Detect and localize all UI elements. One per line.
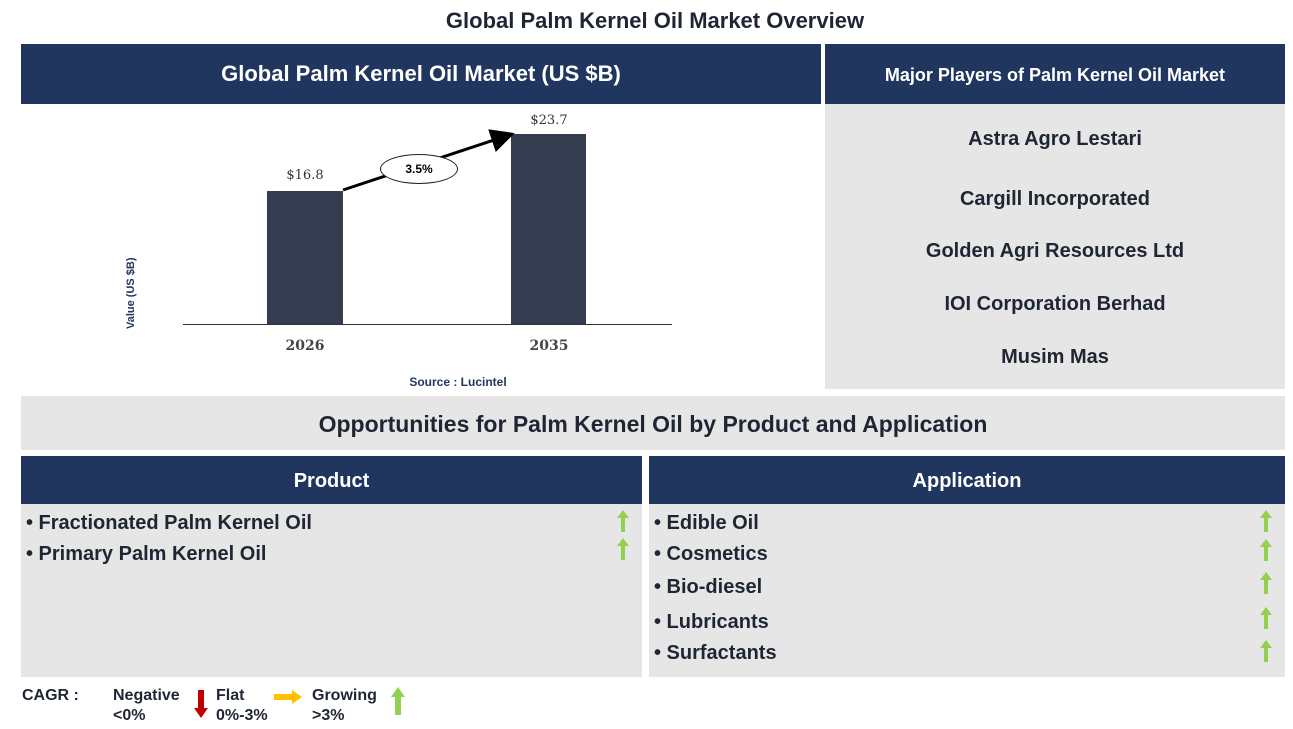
page-title: Global Palm Kernel Oil Market Overview [445,8,865,33]
bar-2026 [267,191,343,324]
legend-negative-range: <0% [113,707,146,724]
application-item: • Edible Oil [654,512,759,534]
players-list: Astra Agro Lestari Cargill Incorporated … [825,104,1285,389]
growing-arrow-icon [617,538,629,560]
chart-source: Source : Lucintel [409,375,507,389]
players-panel-header: Major Players of Palm Kernel Oil Market [825,44,1285,104]
up-arrow-icon [391,687,405,715]
legend-growing-title: Growing [312,687,377,704]
application-list: • Edible Oil • Cosmetics • Bio-diesel • … [649,504,1285,677]
application-item: • Surfactants [654,642,777,664]
market-bar-chart: Value (US $B) $16.8 $23.7 2026 2035 3.5%… [21,104,821,392]
legend-growing-range: >3% [312,707,345,724]
cagr-bubble: 3.5% [380,154,458,184]
chart-panel-header: Global Palm Kernel Oil Market (US $B) [21,44,821,104]
cagr-arrow-icon [342,129,515,192]
growing-arrow-icon [1260,572,1272,594]
legend-label: CAGR : [22,687,79,704]
growing-arrow-icon [1260,510,1272,532]
x-tick-2035: 2035 [529,338,569,354]
growing-arrow-icon [1260,607,1272,629]
opportunities-header: Opportunities for Palm Kernel Oil by Pro… [21,396,1285,450]
player-item: IOI Corporation Berhad [944,293,1166,315]
bar-value-2035: $23.7 [530,113,568,128]
growing-arrow-icon [617,510,629,532]
product-list: • Fractionated Palm Kernel Oil • Primary… [21,504,642,677]
application-header: Application [649,456,1285,504]
product-item: • Primary Palm Kernel Oil [26,543,267,565]
application-item: • Lubricants [654,611,769,633]
x-axis-line [183,324,672,325]
player-item: Musim Mas [1001,346,1109,368]
growing-arrow-icon [1260,539,1272,561]
right-arrow-icon [274,690,302,704]
product-header: Product [21,456,642,504]
down-arrow-icon [194,690,208,718]
product-item: • Fractionated Palm Kernel Oil [26,512,312,534]
legend-flat-range: 0%-3% [216,707,268,724]
bar-value-2026: $16.8 [286,168,324,183]
bar-2035 [511,134,586,324]
player-item: Cargill Incorporated [959,188,1151,210]
legend-negative-title: Negative [113,687,180,704]
growing-arrow-icon [1260,640,1272,662]
player-item: Astra Agro Lestari [968,128,1142,150]
application-item: • Bio-diesel [654,576,763,598]
legend-growing: Growing >3% [312,686,377,726]
legend-flat-title: Flat [216,687,245,704]
x-tick-2026: 2026 [285,338,325,354]
legend-flat: Flat 0%-3% [216,686,268,726]
application-item: • Cosmetics [654,543,768,565]
player-item: Golden Agri Resources Ltd [925,240,1185,262]
legend-negative: Negative <0% [113,686,180,726]
